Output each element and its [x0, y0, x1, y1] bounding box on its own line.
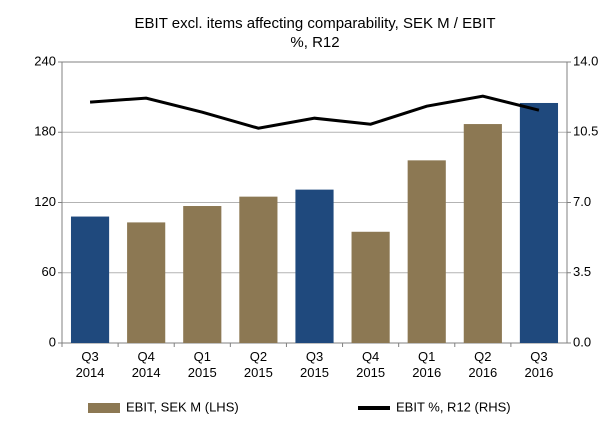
- bar: [127, 222, 166, 343]
- bar: [407, 160, 446, 343]
- y-tick-label: 240: [34, 53, 56, 68]
- y-tick-label: 120: [34, 194, 56, 209]
- y-tick-label: 180: [34, 124, 56, 139]
- x-tick-label: Q2 2015: [243, 349, 273, 380]
- y-tick-label: 0: [49, 334, 56, 349]
- x-tick-label: Q1 2016: [412, 349, 442, 380]
- y2-tick-label: 0.0: [573, 334, 591, 349]
- y2-tick-label: 3.5: [573, 264, 591, 279]
- x-tick-label: Q1 2015: [187, 349, 217, 380]
- y2-tick-label: 7.0: [573, 194, 591, 209]
- line: [89, 94, 540, 130]
- legend-label: EBIT, SEK M (LHS): [126, 399, 239, 414]
- bar: [519, 102, 559, 344]
- bar: [463, 124, 502, 343]
- x-tick-label: Q4 2014: [131, 349, 161, 380]
- x-tick-label: Q3 2014: [75, 349, 105, 380]
- legend-swatch: [88, 403, 120, 413]
- x-tick-label: Q2 2016: [468, 349, 498, 380]
- x-tick-label: Q3 2015: [300, 349, 329, 380]
- bar: [183, 206, 222, 343]
- y2-tick-label: 14.0: [573, 53, 598, 68]
- y-tick-label: 60: [42, 264, 56, 279]
- chart-title: EBIT excl. items affecting comparability…: [134, 15, 496, 51]
- bar: [295, 189, 334, 343]
- bar: [70, 216, 110, 343]
- x-tick-label: Q4 2015: [356, 349, 386, 380]
- bar: [351, 231, 390, 343]
- legend-label: EBIT %, R12 (RHS): [396, 399, 511, 414]
- bar: [239, 196, 278, 343]
- y2-tick-label: 10.5: [573, 124, 598, 139]
- x-tick-label: Q3 2016: [524, 349, 554, 380]
